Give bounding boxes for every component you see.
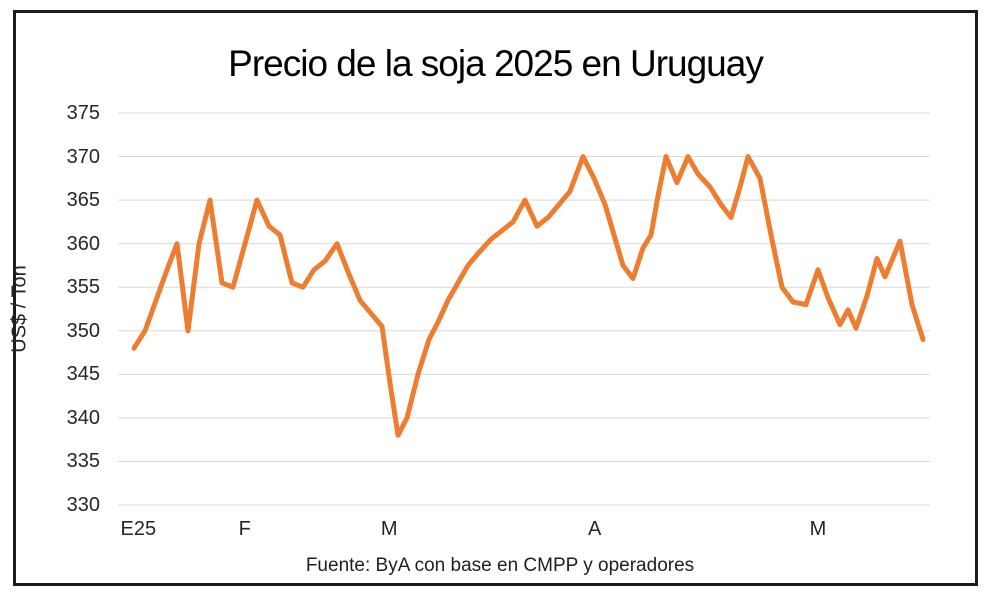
- price-line: [131, 154, 926, 438]
- y-tick-label: 335: [66, 450, 100, 473]
- chart-title: Precio de la soja 2025 en Uruguay: [228, 43, 764, 84]
- x-tick-label: F: [238, 518, 251, 540]
- x-tick-label: E25: [120, 518, 157, 540]
- y-tick-label: 365: [66, 189, 100, 212]
- gridlines: [118, 112, 930, 506]
- source-caption: Fuente: ByA con base en CMPP y operadore…: [305, 555, 695, 576]
- y-tick-label: 355: [66, 276, 100, 299]
- y-tick-label: 350: [66, 319, 100, 342]
- y-tick-label: 345: [66, 363, 100, 386]
- y-tick-label: 370: [66, 145, 100, 168]
- chart-canvas: [118, 112, 930, 506]
- y-tick-label: 360: [66, 232, 100, 255]
- y-tick-label: 330: [66, 494, 100, 516]
- chart-frame: Precio de la soja 2025 en Uruguay: [13, 10, 978, 586]
- x-tick-label: M: [380, 518, 398, 540]
- y-tick-label: 340: [66, 406, 100, 429]
- x-tick-label: M: [809, 518, 827, 540]
- plot-area: [118, 112, 930, 506]
- y-tick-label: 375: [66, 102, 100, 124]
- x-tick-label: A: [587, 518, 602, 540]
